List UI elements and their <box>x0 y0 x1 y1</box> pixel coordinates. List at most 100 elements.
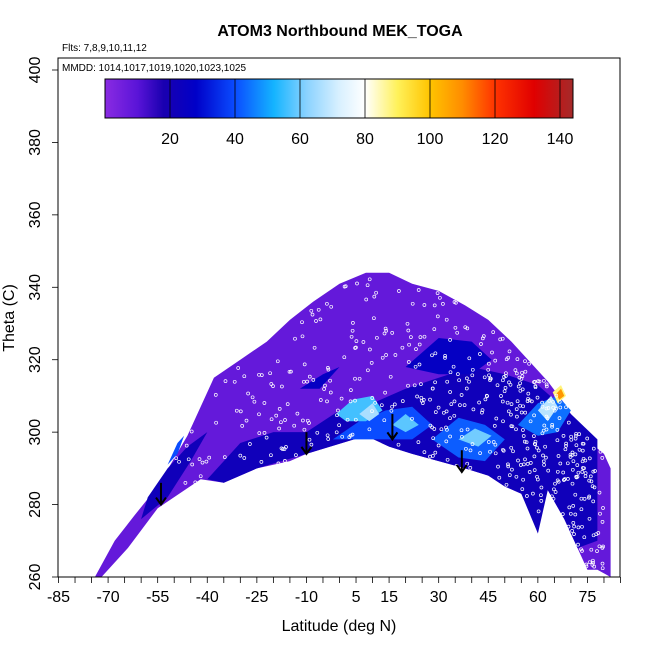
plot-frame <box>57 57 621 578</box>
sample-point <box>520 487 525 491</box>
sample-point <box>509 424 514 428</box>
sample-point <box>326 366 330 370</box>
sample-point <box>583 471 588 475</box>
sample-point <box>300 334 305 339</box>
y-tick-label: 340 <box>27 274 44 301</box>
sample-point <box>301 418 305 423</box>
sample-point <box>458 403 462 407</box>
sample-point <box>562 477 566 482</box>
sample-point <box>238 409 243 414</box>
sample-point <box>513 368 518 372</box>
sample-point <box>244 418 249 423</box>
sample-point <box>314 319 318 323</box>
sample-point <box>259 460 264 464</box>
sample-point <box>339 396 344 401</box>
sample-point <box>497 475 502 480</box>
sample-point <box>350 432 355 437</box>
sample-point <box>257 431 262 435</box>
x-tick-label: -55 <box>146 589 169 606</box>
sample-point <box>422 450 427 454</box>
sample-point <box>523 457 527 462</box>
sample-point <box>552 487 556 492</box>
sample-point <box>351 321 355 325</box>
sample-point <box>337 423 341 428</box>
sample-point <box>416 288 421 292</box>
sample-point <box>539 485 544 490</box>
sample-point <box>551 496 556 501</box>
sample-point <box>347 435 352 439</box>
sample-point <box>595 549 599 553</box>
sample-point <box>269 417 274 422</box>
sample-point <box>300 320 304 325</box>
sample-point <box>433 351 438 356</box>
sample-point <box>417 362 422 367</box>
sample-point <box>422 334 427 339</box>
sample-point <box>545 416 550 421</box>
down-arrow-head <box>386 431 399 442</box>
x-axis: -85 -70 -55 -40 -25 -10 5 15 30 45 60 75 <box>47 577 621 606</box>
sample-point <box>589 547 594 552</box>
sample-point <box>541 459 546 464</box>
sample-point <box>435 314 440 319</box>
sample-point <box>496 464 500 469</box>
sample-point <box>593 469 597 473</box>
sample-point <box>600 561 605 566</box>
sample-point <box>392 402 397 407</box>
sample-point <box>523 359 527 364</box>
sample-point <box>366 368 370 373</box>
colorbar-tick-label: 120 <box>482 131 509 148</box>
sample-point <box>584 564 589 569</box>
heatmap-region-3 <box>405 338 492 375</box>
sample-point <box>532 413 536 418</box>
colorbar-tick-label: 60 <box>291 131 309 148</box>
sample-point <box>582 466 586 471</box>
sample-point <box>459 393 464 397</box>
sample-point <box>542 378 546 383</box>
y-tick-label: 380 <box>27 129 44 156</box>
sample-point <box>354 339 359 343</box>
sample-point <box>546 406 551 410</box>
sample-point <box>568 511 573 516</box>
sample-point <box>379 403 384 408</box>
heatmap-region-7 <box>167 435 185 465</box>
sample-point <box>598 449 603 454</box>
sample-point <box>521 477 525 482</box>
sample-point <box>485 394 489 398</box>
sample-point <box>384 328 389 333</box>
sample-point <box>380 355 385 360</box>
chart-title: ATOM3 Northbound MEK_TOGA <box>217 23 463 40</box>
y-tick-label: 280 <box>27 491 44 518</box>
sample-point <box>189 429 194 434</box>
sample-point <box>542 423 547 428</box>
down-arrow-3 <box>456 450 468 474</box>
sample-point <box>529 399 534 404</box>
colorbar-gradient <box>104 78 574 119</box>
sample-point <box>577 432 582 436</box>
down-arrow-head <box>300 446 313 456</box>
sample-point <box>342 284 347 289</box>
x-tick-label: -85 <box>47 589 70 606</box>
sample-point <box>550 423 555 427</box>
sample-point <box>252 399 257 404</box>
sample-point <box>573 512 578 517</box>
sample-point <box>428 397 432 402</box>
sample-point <box>533 379 537 384</box>
sample-point <box>598 511 602 516</box>
sample-point <box>242 374 247 379</box>
sample-point <box>441 410 446 415</box>
sample-point <box>384 353 388 357</box>
sample-point <box>550 424 554 429</box>
sample-point <box>480 408 485 412</box>
colorbar-tick-label: 140 <box>547 131 574 148</box>
sample-point <box>312 345 317 350</box>
sample-point <box>520 387 525 392</box>
sample-point <box>467 379 471 384</box>
sample-point <box>451 364 456 369</box>
sample-point <box>301 379 306 384</box>
sample-point <box>240 424 245 428</box>
sample-point <box>412 383 417 388</box>
sample-point <box>508 382 513 387</box>
sample-point <box>527 470 532 474</box>
sample-point <box>467 356 472 361</box>
sample-point <box>574 474 579 479</box>
